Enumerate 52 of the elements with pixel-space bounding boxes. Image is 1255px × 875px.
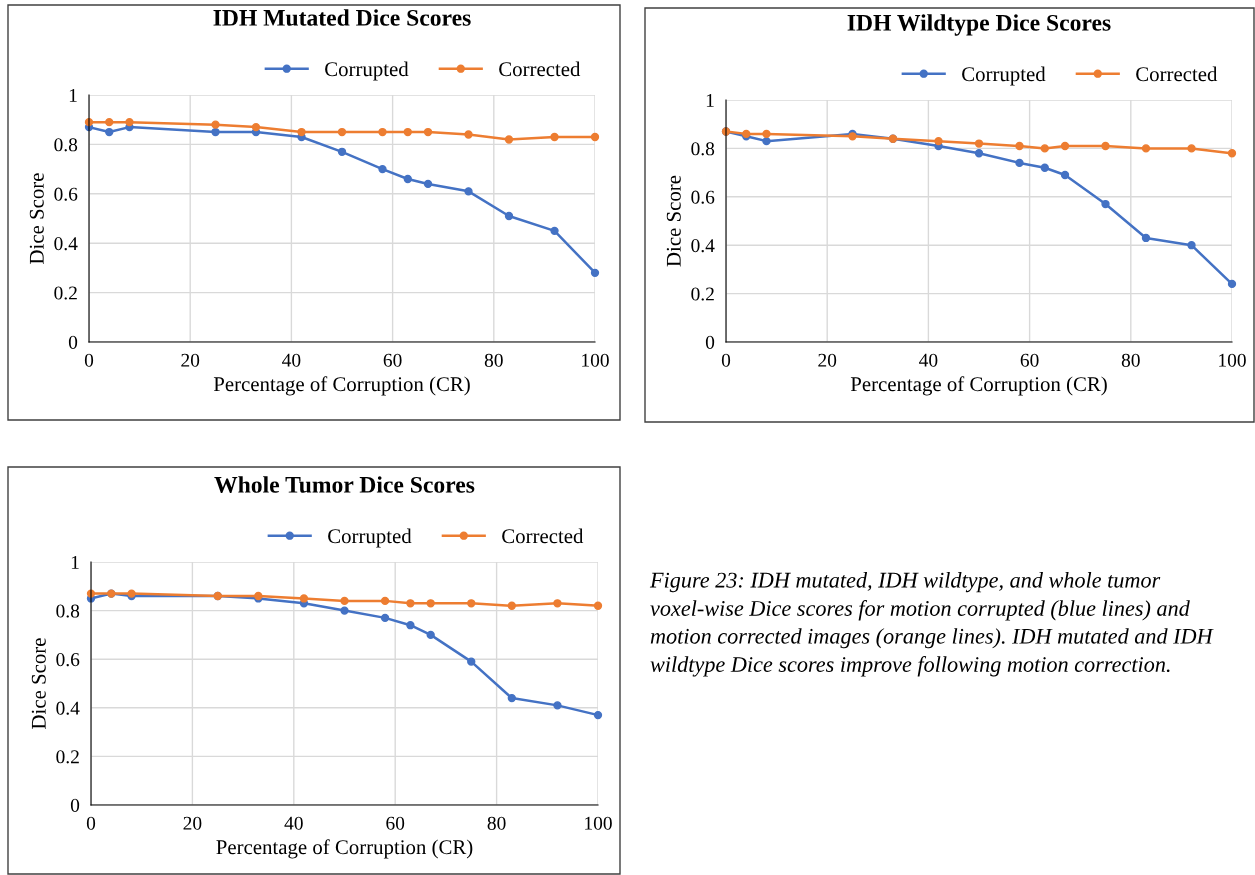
caption: Figure 23: IDH mutated, IDH wildtype, and whole tumor voxel-wise Dice scores for motion corrupted (blue lines) and motion corrected images (orange lines). IDH mutated and IDH wildtype Dice scores improve following motion correction. — [649, 572, 1214, 677]
x-tick-label: 80 — [1121, 353, 1140, 367]
y-tick-label: 0.8 — [56, 604, 80, 618]
x-axis-title: Percentage of Corruption (CR) — [850, 376, 1107, 396]
legend-label: Corrected — [499, 61, 581, 77]
y-axis-title: Dice Score — [666, 175, 681, 267]
legend-label: Corrupted — [325, 61, 409, 81]
x-tick-label: 60 — [1020, 353, 1039, 367]
y-tick-label: 0.2 — [54, 286, 77, 300]
chart-title: IDH Mutated Dice Scores — [213, 9, 471, 26]
chart-title: Whole Tumor Dice Scores — [214, 476, 475, 493]
legend-label: Corrupted — [962, 66, 1046, 86]
y-tick-label: 1 — [706, 93, 714, 107]
y-tick-label: 0.8 — [691, 142, 715, 156]
y-tick-label: 0.2 — [691, 287, 714, 301]
x-tick-label: 0 — [86, 816, 96, 830]
y-tick-label: 1 — [69, 88, 77, 102]
x-tick-label: 40 — [282, 353, 301, 367]
x-axis-title: Percentage of Corruption (CR) — [216, 839, 473, 859]
legend-label: Corrected — [1136, 66, 1218, 82]
legend-label: Corrupted — [328, 528, 412, 548]
y-axis-title: Dice Score — [29, 173, 44, 264]
y-tick-label: 0.6 — [691, 190, 715, 204]
y-tick-label: 0.4 — [56, 701, 80, 715]
y-axis-title: Dice Score — [31, 638, 46, 729]
y-tick-label: 0.6 — [56, 653, 80, 667]
y-tick-label: 0.2 — [56, 750, 79, 764]
x-tick-label: 20 — [818, 353, 837, 367]
x-tick-label: 60 — [386, 816, 405, 830]
x-tick-label: 40 — [919, 353, 938, 367]
x-tick-label: 100 — [582, 353, 609, 367]
x-tick-label: 60 — [383, 353, 402, 367]
x-tick-label: 100 — [585, 816, 612, 830]
x-tick-label: 0 — [721, 353, 731, 367]
y-tick-label: 0.4 — [691, 239, 715, 253]
x-tick-label: 80 — [487, 816, 506, 830]
y-tick-label: 0 — [70, 798, 80, 812]
x-axis-title: Percentage of Corruption (CR) — [213, 376, 470, 396]
y-tick-label: 0 — [68, 335, 78, 349]
y-tick-label: 0.8 — [54, 138, 78, 152]
y-tick-label: 0.6 — [54, 187, 78, 201]
y-tick-label: 1 — [71, 555, 79, 569]
x-tick-label: 20 — [183, 816, 202, 830]
y-tick-label: 0 — [705, 335, 715, 349]
x-tick-label: 20 — [181, 353, 200, 367]
x-tick-label: 80 — [484, 353, 503, 367]
chart-title: IDH Wildtype Dice Scores — [847, 14, 1111, 36]
legend-label: Corrected — [502, 528, 584, 544]
x-tick-label: 40 — [284, 816, 303, 830]
x-tick-label: 0 — [84, 353, 94, 367]
y-tick-label: 0.4 — [54, 237, 78, 251]
x-tick-label: 100 — [1219, 353, 1246, 367]
